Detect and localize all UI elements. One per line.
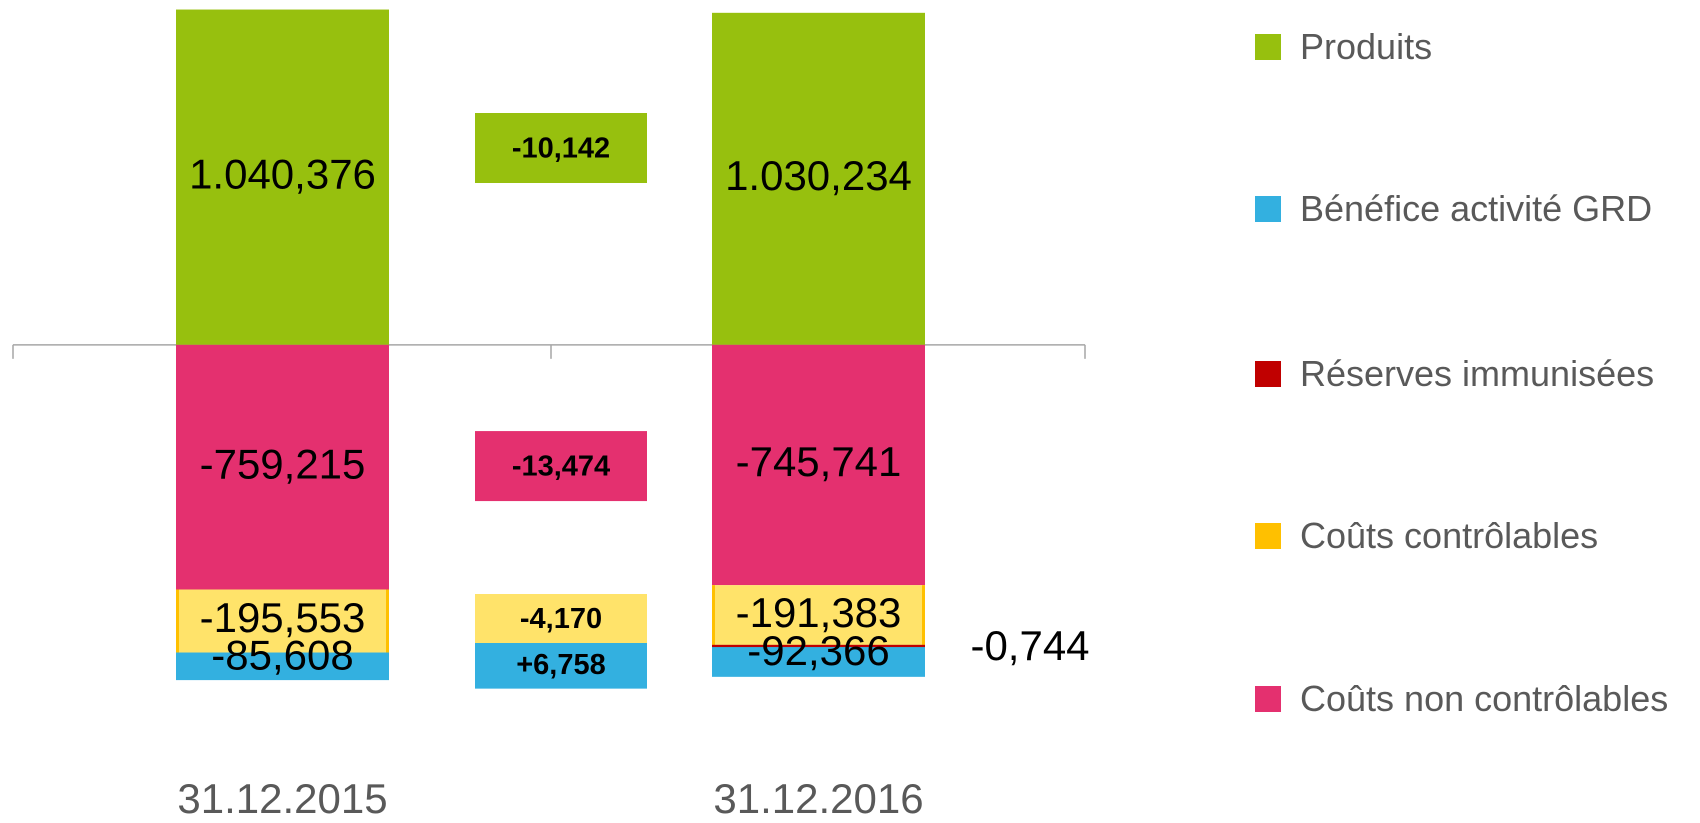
- bar-segment: [712, 644, 925, 649]
- legend-item: Réserves immunisées: [1255, 345, 1695, 403]
- value-label: -745,741: [736, 438, 902, 485]
- bar-segment: [176, 589, 389, 653]
- value-label: -0,744: [970, 622, 1089, 669]
- bar-segment: [712, 12, 925, 345]
- bar-segment: [712, 647, 925, 677]
- legend-swatch: [1255, 686, 1281, 712]
- legend-item: Bénéfice activité GRD: [1255, 180, 1695, 238]
- bar-segment: [176, 344, 389, 590]
- value-label: 1.030,234: [725, 152, 912, 199]
- bar-segment: [712, 585, 925, 647]
- change-label: -4,170: [520, 603, 602, 635]
- change-box: [475, 639, 647, 689]
- legend-swatch: [1255, 523, 1281, 549]
- value-label: -759,215: [200, 440, 366, 487]
- legend-swatch: [1255, 34, 1281, 60]
- change-label: -13,474: [512, 451, 610, 483]
- change-label: -10,142: [512, 133, 610, 165]
- legend-label: Produits: [1300, 26, 1433, 67]
- bar-segment: [176, 9, 389, 345]
- legend-label: Réserves immunisées: [1300, 353, 1655, 394]
- legend-swatch: [1255, 361, 1281, 387]
- value-label: -195,553: [200, 594, 366, 641]
- change-box: [475, 431, 647, 502]
- legend-item: Produits: [1255, 18, 1695, 76]
- legend-label: Coûts contrôlables: [1300, 515, 1599, 556]
- value-label: 1.040,376: [189, 150, 376, 197]
- value-label: -191,383: [736, 589, 902, 636]
- x-tick-label: 31.12.2015: [177, 775, 387, 822]
- legend-label: Bénéfice activité GRD: [1300, 188, 1653, 229]
- change-box: [475, 113, 647, 184]
- x-tick-label: 31.12.2016: [713, 775, 923, 822]
- change-box: [475, 593, 647, 643]
- legend-label: Coûts non contrôlables: [1300, 678, 1669, 719]
- legend-swatch: [1255, 196, 1281, 222]
- bar-segment: [176, 652, 389, 681]
- value-label: -85,608: [211, 631, 353, 678]
- change-label: +6,758: [516, 649, 606, 681]
- legend-item: Coûts non contrôlables: [1255, 670, 1695, 728]
- bar-segment: [712, 344, 925, 586]
- value-label: -92,366: [747, 627, 889, 674]
- legend-item: Coûts contrôlables: [1255, 507, 1695, 565]
